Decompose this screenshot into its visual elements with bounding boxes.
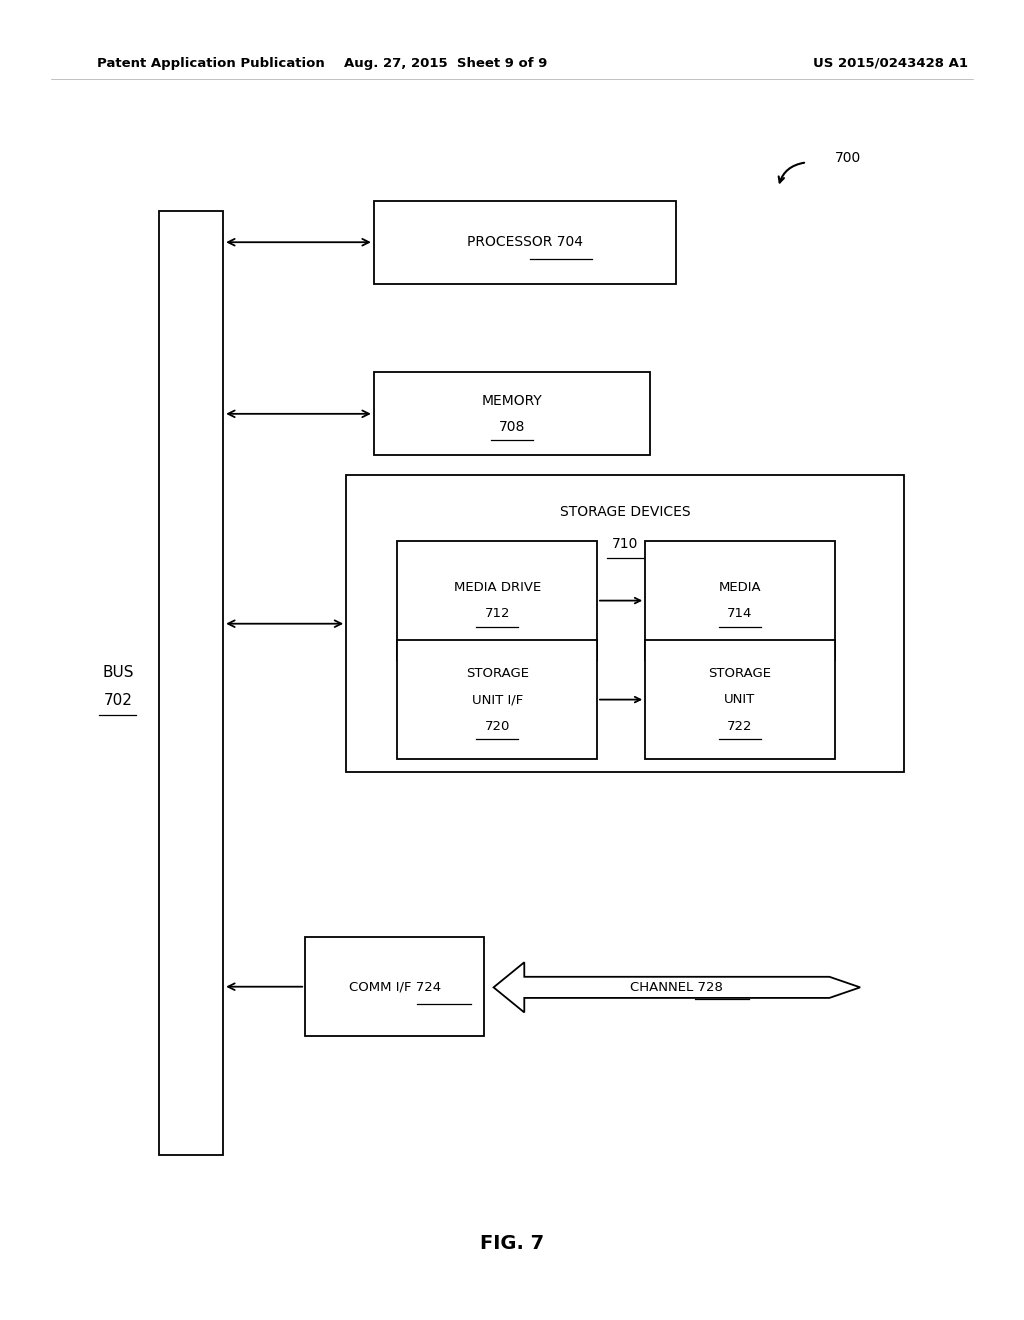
Text: MEDIA: MEDIA (719, 581, 761, 594)
Text: UNIT: UNIT (724, 693, 756, 706)
Text: 722: 722 (727, 719, 753, 733)
Text: STORAGE: STORAGE (709, 667, 771, 680)
Bar (305, 937, 484, 1036)
Text: COMM I/F 724: COMM I/F 724 (349, 981, 440, 993)
Bar (397, 541, 597, 660)
Text: MEMORY: MEMORY (481, 393, 543, 408)
Text: 714: 714 (727, 607, 753, 620)
Text: 700: 700 (835, 152, 861, 165)
Text: 710: 710 (612, 537, 638, 550)
Text: PROCESSOR 704: PROCESSOR 704 (467, 235, 583, 249)
Polygon shape (494, 962, 860, 1012)
Text: 720: 720 (484, 719, 510, 733)
Bar (374, 372, 650, 455)
Bar (159, 211, 223, 1155)
Bar (645, 640, 835, 759)
Text: Aug. 27, 2015  Sheet 9 of 9: Aug. 27, 2015 Sheet 9 of 9 (344, 57, 547, 70)
Text: FIG. 7: FIG. 7 (480, 1234, 544, 1253)
Text: 712: 712 (484, 607, 510, 620)
Text: UNIT I/F: UNIT I/F (471, 693, 523, 706)
Bar (374, 201, 676, 284)
Bar (645, 541, 835, 660)
Text: BUS: BUS (102, 665, 133, 680)
Bar (397, 640, 597, 759)
Text: 702: 702 (103, 693, 132, 708)
Text: STORAGE: STORAGE (466, 667, 528, 680)
Text: 708: 708 (499, 420, 525, 434)
Text: Patent Application Publication: Patent Application Publication (97, 57, 325, 70)
Text: STORAGE DEVICES: STORAGE DEVICES (560, 506, 690, 519)
Text: CHANNEL 728: CHANNEL 728 (631, 981, 723, 994)
Text: US 2015/0243428 A1: US 2015/0243428 A1 (813, 57, 969, 70)
Text: MEDIA DRIVE: MEDIA DRIVE (454, 581, 541, 594)
Bar (346, 475, 904, 772)
